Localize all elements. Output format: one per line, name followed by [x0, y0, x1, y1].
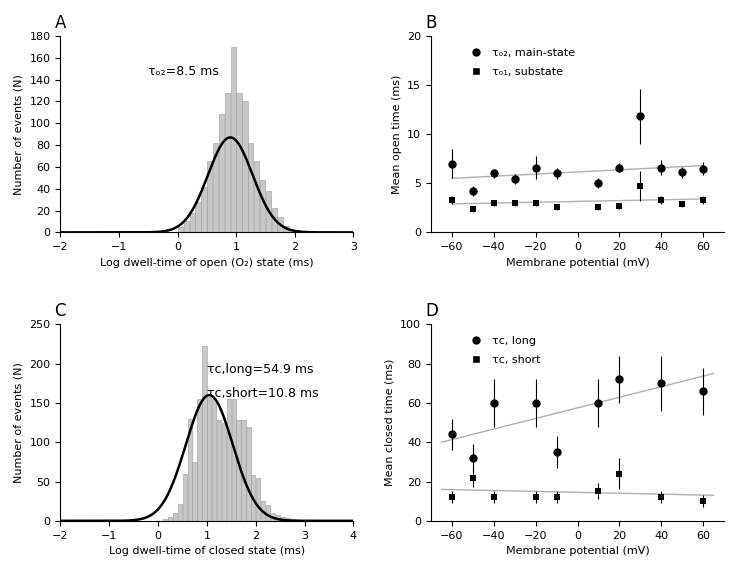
Text: C: C	[55, 303, 66, 320]
Bar	[286, 519, 289, 521]
Bar	[196, 202, 201, 233]
Text: τᴄ,short=10.8 ms: τᴄ,short=10.8 ms	[207, 387, 319, 400]
Bar	[213, 143, 218, 233]
Bar	[202, 347, 207, 521]
Bar	[197, 399, 201, 521]
Bar	[261, 501, 265, 521]
Bar	[219, 115, 224, 233]
Bar	[225, 93, 230, 233]
Bar	[295, 230, 300, 233]
Y-axis label: Number of events (N): Number of events (N)	[14, 74, 24, 194]
Bar	[271, 513, 275, 521]
Bar	[221, 422, 226, 521]
Bar	[217, 420, 221, 521]
Bar	[260, 180, 265, 233]
Bar	[173, 513, 177, 521]
Text: τᴄ,long=54.9 ms: τᴄ,long=54.9 ms	[207, 364, 314, 376]
Bar	[163, 519, 168, 521]
Bar	[207, 161, 213, 233]
Bar	[178, 227, 183, 233]
Bar	[242, 101, 247, 233]
Bar	[254, 161, 259, 233]
Bar	[289, 229, 294, 233]
Text: B: B	[425, 14, 436, 32]
Bar	[236, 420, 241, 521]
Bar	[232, 399, 236, 521]
Bar	[275, 515, 280, 521]
Bar	[272, 209, 277, 233]
Bar	[183, 474, 187, 521]
X-axis label: Membrane potential (mV): Membrane potential (mV)	[506, 258, 649, 268]
Bar	[207, 397, 212, 521]
Text: τₒ₂=8.5 ms: τₒ₂=8.5 ms	[148, 65, 219, 78]
Bar	[246, 426, 251, 521]
Bar	[290, 519, 294, 521]
Y-axis label: Mean closed time (ms): Mean closed time (ms)	[384, 359, 395, 486]
Bar	[266, 505, 270, 521]
Bar	[266, 191, 271, 233]
Legend: τₒ₂, main-state, τₒ₁, substate: τₒ₂, main-state, τₒ₁, substate	[460, 43, 580, 81]
Bar	[230, 47, 236, 233]
Legend: τᴄ, long, τᴄ, short: τᴄ, long, τᴄ, short	[460, 332, 545, 369]
Bar	[256, 478, 261, 521]
Y-axis label: Number of events (N): Number of events (N)	[14, 362, 24, 483]
Bar	[178, 503, 182, 521]
Bar	[295, 520, 300, 521]
Bar	[184, 221, 189, 233]
Bar	[236, 93, 242, 233]
X-axis label: Membrane potential (mV): Membrane potential (mV)	[506, 546, 649, 556]
Text: D: D	[425, 303, 438, 320]
Bar	[280, 517, 285, 521]
Y-axis label: Mean open time (ms): Mean open time (ms)	[392, 75, 401, 194]
Bar	[277, 217, 283, 233]
Bar	[201, 186, 207, 233]
Bar	[190, 213, 195, 233]
Bar	[193, 462, 197, 521]
Bar	[212, 399, 216, 521]
X-axis label: Log dwell-time of open (O₂) state (ms): Log dwell-time of open (O₂) state (ms)	[100, 258, 314, 268]
Bar	[241, 420, 246, 521]
Bar	[251, 475, 255, 521]
Bar	[227, 399, 231, 521]
Bar	[283, 226, 289, 233]
Text: A: A	[55, 14, 66, 32]
Bar	[168, 517, 173, 521]
X-axis label: Log dwell-time of closed state (ms): Log dwell-time of closed state (ms)	[108, 546, 305, 556]
Bar	[187, 418, 192, 521]
Bar	[301, 231, 306, 233]
Bar	[248, 143, 253, 233]
